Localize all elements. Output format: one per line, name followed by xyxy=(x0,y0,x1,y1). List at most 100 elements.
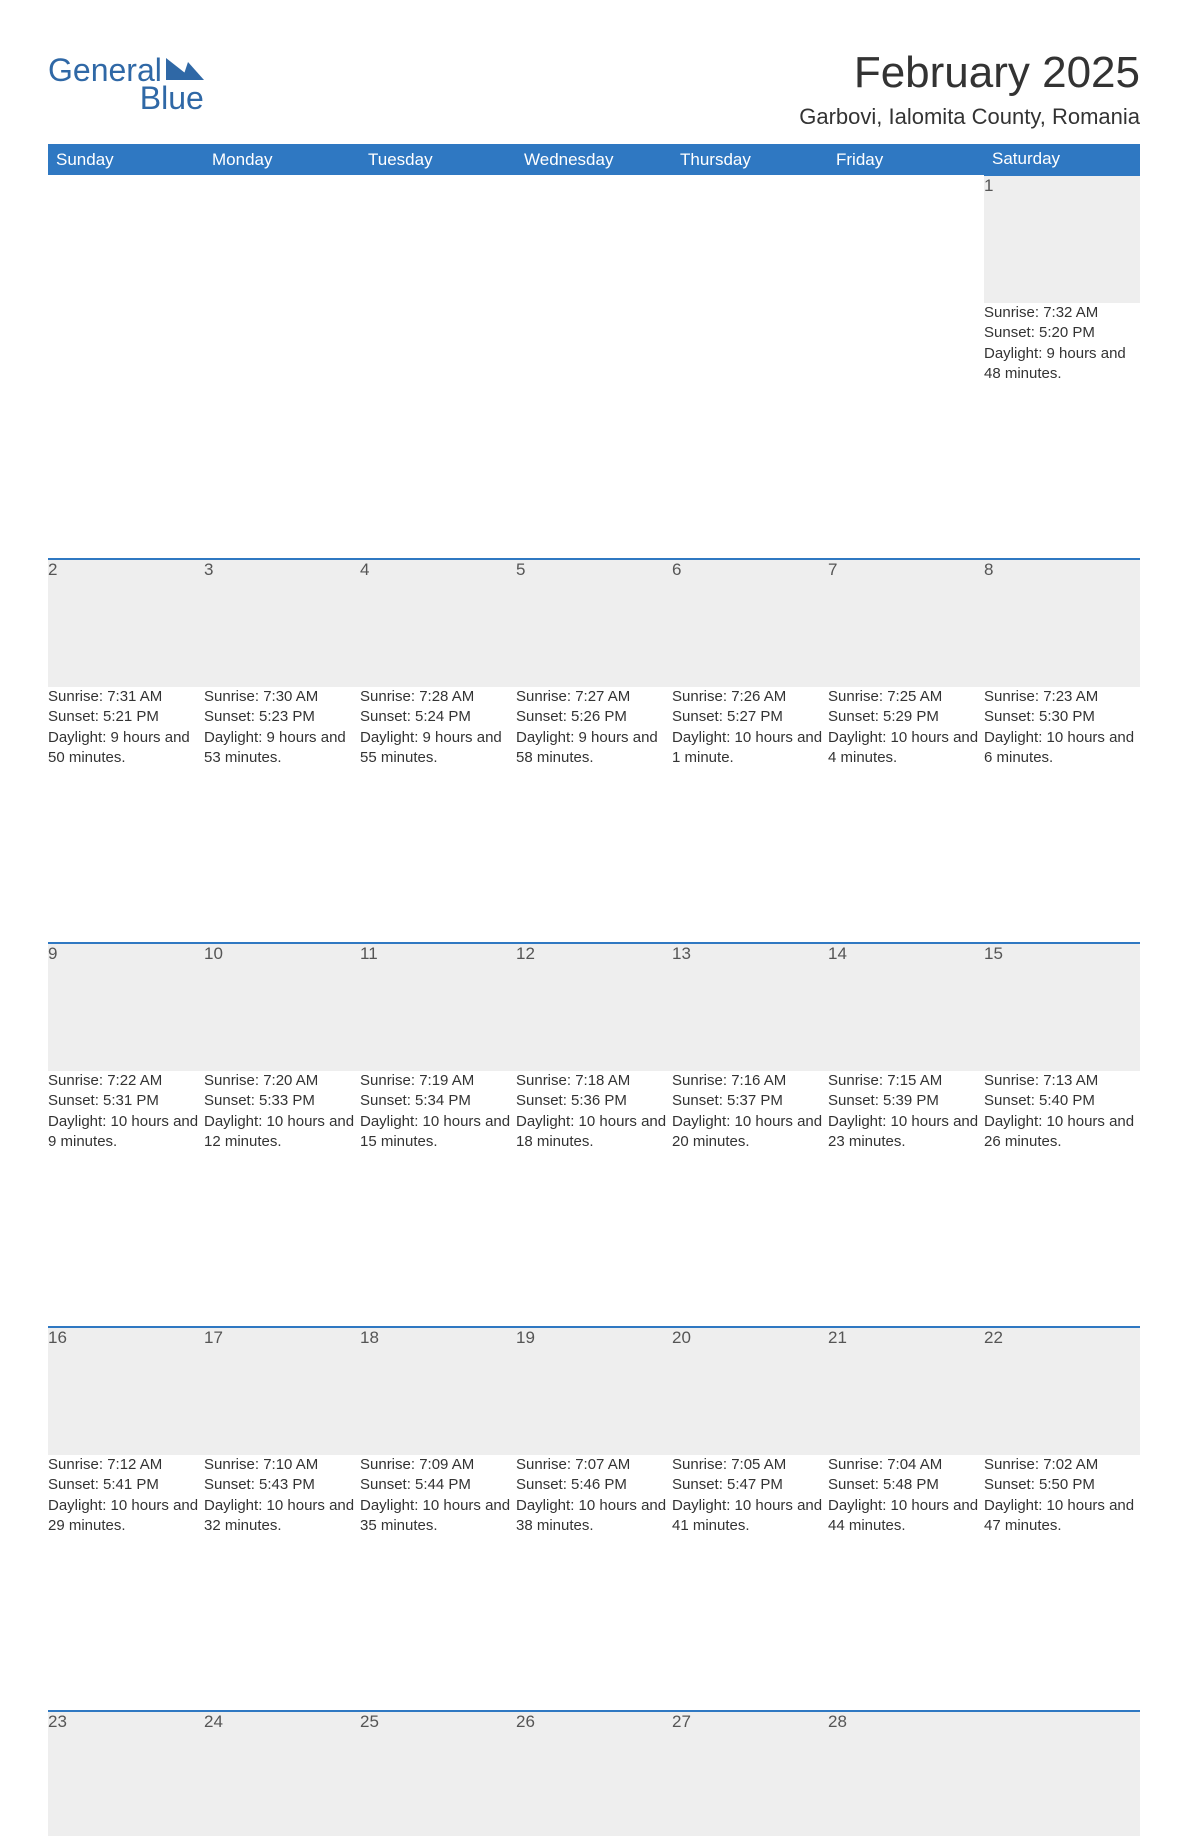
day-cell: Sunrise: 7:25 AMSunset: 5:29 PMDaylight:… xyxy=(828,687,984,815)
day-cell: Sunrise: 7:30 AMSunset: 5:23 PMDaylight:… xyxy=(204,687,360,815)
daylight-text: Daylight: 10 hours and 9 minutes. xyxy=(48,1112,204,1153)
sunset-text: Sunset: 5:40 PM xyxy=(984,1091,1140,1111)
day-cell: Sunrise: 7:22 AMSunset: 5:31 PMDaylight:… xyxy=(48,1071,204,1199)
daylight-text: Daylight: 9 hours and 55 minutes. xyxy=(360,728,516,769)
day-cell: Sunrise: 7:23 AMSunset: 5:30 PMDaylight:… xyxy=(984,687,1140,815)
daylight-text: Daylight: 10 hours and 1 minute. xyxy=(672,728,828,769)
weekday-header: Thursday xyxy=(672,144,828,175)
sunset-text: Sunset: 5:33 PM xyxy=(204,1091,360,1111)
day-cell: Sunrise: 7:18 AMSunset: 5:36 PMDaylight:… xyxy=(516,1071,672,1199)
daylight-text: Daylight: 9 hours and 50 minutes. xyxy=(48,728,204,769)
day-number: 23 xyxy=(48,1711,204,1836)
title-block: February 2025 Garbovi, Ialomita County, … xyxy=(799,48,1140,130)
day-cell: Sunrise: 7:15 AMSunset: 5:39 PMDaylight:… xyxy=(828,1071,984,1199)
sunset-text: Sunset: 5:30 PM xyxy=(984,707,1140,727)
sunrise-text: Sunrise: 7:16 AM xyxy=(672,1071,828,1091)
day-cell: Sunrise: 7:32 AMSunset: 5:20 PMDaylight:… xyxy=(984,303,1140,431)
day-content-row: Sunrise: 7:12 AMSunset: 5:41 PMDaylight:… xyxy=(48,1455,1140,1583)
sunrise-text: Sunrise: 7:07 AM xyxy=(516,1455,672,1475)
week-spacer xyxy=(48,431,1140,559)
week-spacer xyxy=(48,1199,1140,1327)
location-subtitle: Garbovi, Ialomita County, Romania xyxy=(799,104,1140,130)
sunset-text: Sunset: 5:24 PM xyxy=(360,707,516,727)
day-number-row: 2345678 xyxy=(48,559,1140,687)
weekday-header: Tuesday xyxy=(360,144,516,175)
daylight-text: Daylight: 10 hours and 6 minutes. xyxy=(984,728,1140,769)
day-number: 10 xyxy=(204,943,360,1071)
day-number-row: 1 xyxy=(48,175,1140,303)
brand-logo: General Blue xyxy=(48,48,204,114)
daylight-text: Daylight: 10 hours and 44 minutes. xyxy=(828,1496,984,1537)
sunset-text: Sunset: 5:23 PM xyxy=(204,707,360,727)
day-cell: Sunrise: 7:27 AMSunset: 5:26 PMDaylight:… xyxy=(516,687,672,815)
day-cell: Sunrise: 7:16 AMSunset: 5:37 PMDaylight:… xyxy=(672,1071,828,1199)
sunrise-text: Sunrise: 7:30 AM xyxy=(204,687,360,707)
weekday-header: Saturday xyxy=(984,144,1140,175)
sunset-text: Sunset: 5:20 PM xyxy=(984,323,1140,343)
empty-day-cell xyxy=(360,303,516,431)
sunrise-text: Sunrise: 7:22 AM xyxy=(48,1071,204,1091)
day-number: 21 xyxy=(828,1327,984,1455)
brand-word-2: Blue xyxy=(48,82,204,114)
day-number: 8 xyxy=(984,559,1140,687)
day-cell: Sunrise: 7:09 AMSunset: 5:44 PMDaylight:… xyxy=(360,1455,516,1583)
page-header: General Blue February 2025 Garbovi, Ialo… xyxy=(48,48,1140,130)
day-cell: Sunrise: 7:28 AMSunset: 5:24 PMDaylight:… xyxy=(360,687,516,815)
daylight-text: Daylight: 10 hours and 20 minutes. xyxy=(672,1112,828,1153)
day-number: 25 xyxy=(360,1711,516,1836)
day-number: 24 xyxy=(204,1711,360,1836)
sunrise-text: Sunrise: 7:26 AM xyxy=(672,687,828,707)
sunrise-text: Sunrise: 7:23 AM xyxy=(984,687,1140,707)
day-cell: Sunrise: 7:07 AMSunset: 5:46 PMDaylight:… xyxy=(516,1455,672,1583)
sunrise-text: Sunrise: 7:15 AM xyxy=(828,1071,984,1091)
empty-day-number xyxy=(360,175,516,303)
day-number: 5 xyxy=(516,559,672,687)
day-number: 19 xyxy=(516,1327,672,1455)
day-cell: Sunrise: 7:26 AMSunset: 5:27 PMDaylight:… xyxy=(672,687,828,815)
empty-day-number xyxy=(516,175,672,303)
daylight-text: Daylight: 10 hours and 26 minutes. xyxy=(984,1112,1140,1153)
sunrise-text: Sunrise: 7:28 AM xyxy=(360,687,516,707)
day-number: 17 xyxy=(204,1327,360,1455)
sunset-text: Sunset: 5:47 PM xyxy=(672,1475,828,1495)
daylight-text: Daylight: 10 hours and 38 minutes. xyxy=(516,1496,672,1537)
daylight-text: Daylight: 10 hours and 47 minutes. xyxy=(984,1496,1140,1537)
day-number: 20 xyxy=(672,1327,828,1455)
day-number-row: 232425262728 xyxy=(48,1711,1140,1836)
sunrise-text: Sunrise: 7:13 AM xyxy=(984,1071,1140,1091)
day-cell: Sunrise: 7:12 AMSunset: 5:41 PMDaylight:… xyxy=(48,1455,204,1583)
empty-day-number xyxy=(828,175,984,303)
sunset-text: Sunset: 5:41 PM xyxy=(48,1475,204,1495)
day-number: 16 xyxy=(48,1327,204,1455)
sunrise-text: Sunrise: 7:32 AM xyxy=(984,303,1140,323)
empty-day-number xyxy=(672,175,828,303)
sunset-text: Sunset: 5:27 PM xyxy=(672,707,828,727)
day-content-row: Sunrise: 7:22 AMSunset: 5:31 PMDaylight:… xyxy=(48,1071,1140,1199)
day-cell: Sunrise: 7:04 AMSunset: 5:48 PMDaylight:… xyxy=(828,1455,984,1583)
day-number: 4 xyxy=(360,559,516,687)
daylight-text: Daylight: 9 hours and 53 minutes. xyxy=(204,728,360,769)
sunset-text: Sunset: 5:43 PM xyxy=(204,1475,360,1495)
daylight-text: Daylight: 10 hours and 12 minutes. xyxy=(204,1112,360,1153)
sunrise-text: Sunrise: 7:02 AM xyxy=(984,1455,1140,1475)
daylight-text: Daylight: 10 hours and 29 minutes. xyxy=(48,1496,204,1537)
empty-day-cell xyxy=(48,303,204,431)
month-title: February 2025 xyxy=(799,48,1140,98)
sunrise-text: Sunrise: 7:04 AM xyxy=(828,1455,984,1475)
sunset-text: Sunset: 5:37 PM xyxy=(672,1091,828,1111)
daylight-text: Daylight: 10 hours and 41 minutes. xyxy=(672,1496,828,1537)
sunset-text: Sunset: 5:31 PM xyxy=(48,1091,204,1111)
day-number: 9 xyxy=(48,943,204,1071)
sunrise-text: Sunrise: 7:05 AM xyxy=(672,1455,828,1475)
day-cell: Sunrise: 7:13 AMSunset: 5:40 PMDaylight:… xyxy=(984,1071,1140,1199)
week-spacer xyxy=(48,815,1140,943)
daylight-text: Daylight: 10 hours and 32 minutes. xyxy=(204,1496,360,1537)
empty-day-cell xyxy=(828,303,984,431)
daylight-text: Daylight: 10 hours and 4 minutes. xyxy=(828,728,984,769)
spacer-cell xyxy=(48,431,1140,559)
sunset-text: Sunset: 5:39 PM xyxy=(828,1091,984,1111)
day-number: 11 xyxy=(360,943,516,1071)
sunrise-text: Sunrise: 7:31 AM xyxy=(48,687,204,707)
daylight-text: Daylight: 10 hours and 18 minutes. xyxy=(516,1112,672,1153)
sunset-text: Sunset: 5:44 PM xyxy=(360,1475,516,1495)
